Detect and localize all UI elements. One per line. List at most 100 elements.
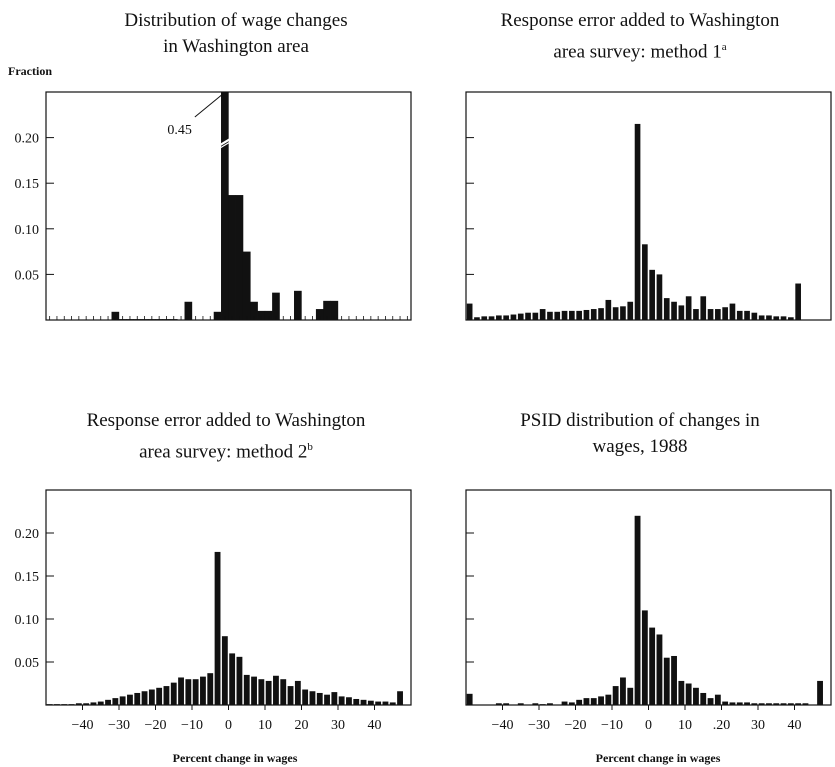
- chart-4-bar: [561, 701, 568, 705]
- chart-2-bar: [532, 312, 539, 320]
- chart-3-bar: [324, 694, 330, 705]
- chart-1-bar: [315, 309, 324, 320]
- chart-3-frame: [45, 489, 412, 706]
- chart-2-bar: [795, 283, 801, 320]
- chart-1-title-line-2: in Washington area: [163, 36, 309, 57]
- chart-4-bar: [758, 703, 765, 705]
- chart-4-bar: [744, 702, 750, 705]
- chart-3-x-tick-label: −40: [72, 718, 94, 733]
- chart-3-x-tick-label: 40: [368, 718, 382, 733]
- chart-2-bar: [729, 303, 736, 320]
- chart-2-bar: [474, 317, 480, 320]
- y-axis-label: Fraction: [8, 64, 52, 78]
- chart-3-title: Response error added to Washington area …: [36, 408, 416, 465]
- chart-2-bar: [517, 313, 524, 320]
- chart-3-bar: [46, 704, 53, 705]
- chart-4-bar: [714, 694, 721, 705]
- chart-3-x-tick-label: 30: [331, 718, 345, 733]
- chart-3-y-tick-label: 0.15: [15, 570, 40, 585]
- chart-3-bar: [61, 704, 68, 705]
- chart-1-bar: [228, 195, 236, 320]
- chart-4-bar: [539, 704, 546, 705]
- chart-3-bar: [221, 636, 228, 705]
- chart-4-bar: [583, 698, 590, 705]
- chart-1-annotation: 0.45: [167, 123, 192, 138]
- chart-2-bar: [554, 311, 561, 320]
- chart-2-bar: [590, 309, 597, 320]
- chart-3-bar: [90, 702, 97, 705]
- chart-2-bar: [539, 309, 546, 320]
- chart-3-bar: [185, 679, 192, 705]
- chart-2-bar: [649, 269, 655, 320]
- chart-2-bar: [715, 309, 721, 320]
- chart-1-bar: [221, 92, 229, 320]
- chart-4-bar: [751, 703, 758, 705]
- chart-1-y-tick-label: 0.20: [15, 132, 40, 147]
- chart-3-bar: [112, 698, 119, 705]
- chart-3-bar: [207, 673, 214, 705]
- chart-4-bar: [802, 703, 809, 705]
- chart-4-bar: [620, 677, 626, 705]
- chart-1-title: Distribution of wage changes in Washingt…: [46, 8, 426, 60]
- chart-2-bar: [488, 316, 495, 320]
- chart-4-bar: [590, 698, 597, 705]
- chart-3-y-tick-label: 0.05: [15, 656, 40, 671]
- chart-4: −40 −30 −20 −10 0 10 .20 30 40: [465, 489, 832, 733]
- chart-4-x-tick-label: −20: [565, 718, 587, 733]
- chart-2-bar: [510, 314, 517, 320]
- chart-3-bar: [163, 686, 170, 705]
- chart-2-bar: [547, 311, 553, 320]
- chart-4-bar: [795, 703, 802, 705]
- chart-3-bar: [141, 691, 148, 705]
- chart-2-frame: [465, 91, 832, 321]
- chart-3-bar: [127, 694, 133, 705]
- chart-1-bar: [330, 300, 339, 320]
- chart-2-title-line-2: area survey: method 1: [553, 41, 722, 63]
- x-axis-label-right: Percent change in wages: [595, 751, 721, 765]
- chart-1-bar: [111, 311, 120, 320]
- chart-2-bar: [744, 310, 750, 320]
- chart-3-title-line-1: Response error added to Washington: [86, 410, 366, 431]
- chart-2-bar: [678, 305, 685, 320]
- chart-3-bar: [68, 704, 75, 705]
- chart-2-bar: [722, 307, 728, 320]
- chart-3-bar: [302, 689, 309, 705]
- chart-3-x-tick-label: −10: [181, 718, 203, 733]
- chart-2-title-footnote: a: [721, 41, 727, 53]
- chart-4-title-line-1: PSID distribution of changes in: [520, 410, 760, 431]
- chart-2-bar: [612, 307, 619, 320]
- chart-1-axis-break: [219, 141, 231, 149]
- chart-1-bar: [242, 251, 251, 320]
- chart-2-bar: [766, 315, 772, 320]
- chart-1-annotation-leader: [194, 93, 224, 118]
- chart-3-bar: [360, 699, 367, 705]
- chart-2-bar: [583, 309, 590, 320]
- chart-2-bar: [656, 274, 663, 320]
- chart-2-bar: [576, 310, 582, 320]
- x-axis-label-left: Percent change in wages: [172, 751, 298, 765]
- chart-4-bar: [568, 702, 575, 705]
- chart-4-bar: [700, 692, 707, 705]
- chart-3-bar: [170, 682, 177, 705]
- chart-3-bar: [178, 677, 184, 705]
- chart-2-bar: [598, 308, 604, 320]
- chart-4-title-line-2: wages, 1988: [592, 436, 688, 457]
- chart-3-bar: [294, 680, 301, 705]
- chart-2-bar: [773, 316, 780, 320]
- chart-2-bar: [627, 301, 634, 320]
- chart-4-bar: [576, 699, 583, 705]
- chart-1: 0.05 0.10 0.15 0.20 0.45: [15, 91, 412, 321]
- chart-4-bar: [766, 703, 772, 705]
- chart-2-bar: [496, 315, 502, 320]
- chart-3-bar: [156, 687, 163, 705]
- chart-3-bar: [214, 551, 221, 705]
- chart-3-y-tick-label: 0.20: [15, 527, 40, 542]
- chart-4-bar: [663, 657, 670, 705]
- chart-4-bar: [656, 634, 663, 705]
- chart-4-bar: [736, 702, 743, 705]
- chart-3-y-tick-label: 0.10: [15, 613, 40, 628]
- chart-2-bar: [780, 316, 787, 320]
- chart-2-bar: [751, 312, 758, 320]
- chart-4-bar: [817, 680, 823, 705]
